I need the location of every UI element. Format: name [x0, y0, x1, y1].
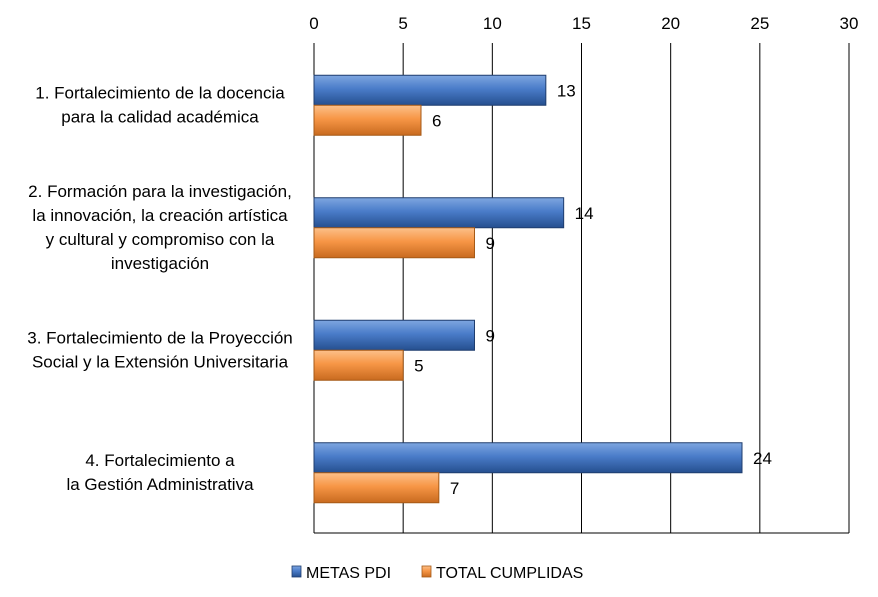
category-label: 1. Fortalecimiento de la docencia [35, 83, 285, 102]
data-label: 13 [557, 81, 576, 100]
category-label: 2. Formación para la investigación, [28, 182, 292, 201]
bar-total-cumplidas [313, 104, 422, 136]
x-tick-label: 20 [661, 14, 680, 33]
x-tick-label: 25 [750, 14, 769, 33]
legend-label: TOTAL CUMPLIDAS [436, 565, 583, 582]
bar-total-cumplidas [313, 227, 475, 259]
bar-metas-pdi [313, 74, 547, 106]
data-label: 7 [450, 479, 459, 498]
x-axis-ticks: 0 5 10 15 20 25 30 [309, 14, 858, 33]
x-tick-label: 0 [309, 14, 318, 33]
bar-total-cumplidas [313, 472, 440, 504]
category-label: investigación [111, 254, 209, 273]
category-label: y cultural y compromiso con la [46, 230, 275, 249]
legend-swatch [291, 565, 302, 578]
bar-total-cumplidas [313, 349, 404, 381]
x-tick-label: 10 [483, 14, 502, 33]
category-labels: 1. Fortalecimiento de la docencia para la… [27, 83, 293, 494]
legend-label: METAS PDI [306, 565, 391, 582]
x-tick-label: 5 [398, 14, 407, 33]
category-label: 3. Fortalecimiento de la Proyección [27, 328, 293, 347]
category-label: la Gestión Administrativa [66, 475, 254, 494]
data-label: 9 [486, 234, 495, 253]
x-tick-label: 30 [840, 14, 859, 33]
bar-metas-pdi [313, 197, 565, 229]
legend: METAS PDI TOTAL CUMPLIDAS [291, 565, 583, 582]
data-label: 14 [575, 204, 594, 223]
category-label: para la calidad académica [61, 107, 259, 126]
x-tick-label: 15 [572, 14, 591, 33]
category-label: 4. Fortalecimiento a [85, 451, 235, 470]
category-label: la innovación, la creación artística [32, 206, 288, 225]
data-label: 9 [486, 326, 495, 345]
data-label: 5 [414, 356, 423, 375]
bar-metas-pdi [313, 319, 475, 351]
data-label: 24 [753, 449, 772, 468]
data-label: 6 [432, 111, 441, 130]
bar-metas-pdi [313, 442, 743, 474]
data-labels: 13 6 14 9 9 5 24 7 [414, 81, 772, 498]
legend-swatch [421, 565, 432, 578]
category-label: Social y la Extensión Universitaria [32, 352, 289, 371]
bars [313, 74, 743, 504]
